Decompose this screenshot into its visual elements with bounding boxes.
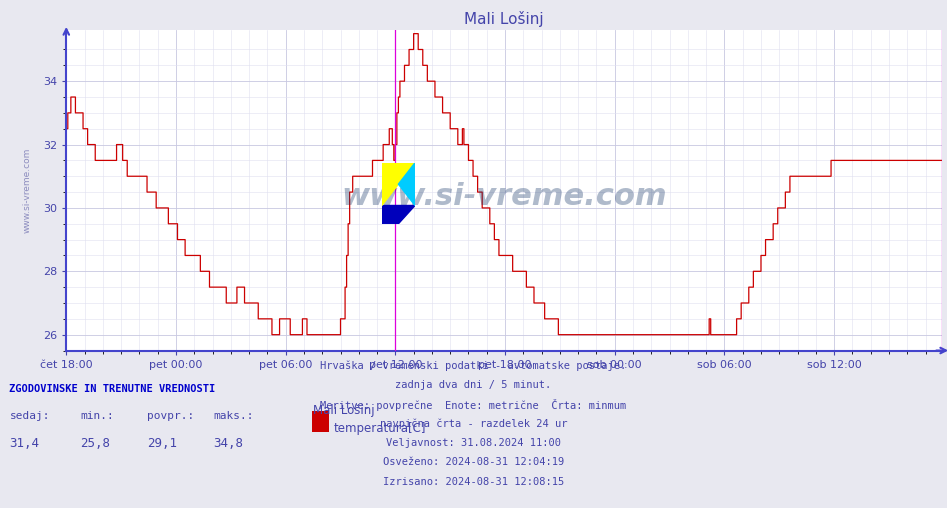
Text: temperatura[C]: temperatura[C] bbox=[333, 422, 426, 435]
Polygon shape bbox=[382, 205, 399, 224]
Title: Mali Lošinj: Mali Lošinj bbox=[464, 11, 545, 26]
Text: Veljavnost: 31.08.2024 11:00: Veljavnost: 31.08.2024 11:00 bbox=[386, 438, 561, 448]
Text: navpična črta - razdelek 24 ur: navpična črta - razdelek 24 ur bbox=[380, 419, 567, 429]
Polygon shape bbox=[382, 163, 415, 205]
Polygon shape bbox=[382, 205, 415, 224]
Polygon shape bbox=[399, 163, 415, 205]
Text: sedaj:: sedaj: bbox=[9, 411, 50, 422]
Text: Meritve: povprečne  Enote: metrične  Črta: minmum: Meritve: povprečne Enote: metrične Črta:… bbox=[320, 399, 627, 411]
Text: ZGODOVINSKE IN TRENUTNE VREDNOSTI: ZGODOVINSKE IN TRENUTNE VREDNOSTI bbox=[9, 384, 216, 394]
Text: www.si-vreme.com: www.si-vreme.com bbox=[23, 148, 31, 233]
Text: Izrisano: 2024-08-31 12:08:15: Izrisano: 2024-08-31 12:08:15 bbox=[383, 477, 564, 487]
Text: min.:: min.: bbox=[80, 411, 115, 422]
Text: 25,8: 25,8 bbox=[80, 437, 111, 450]
Text: Osveženo: 2024-08-31 12:04:19: Osveženo: 2024-08-31 12:04:19 bbox=[383, 457, 564, 467]
Text: Mali Lošinj: Mali Lošinj bbox=[313, 404, 374, 417]
Text: povpr.:: povpr.: bbox=[147, 411, 194, 422]
Text: www.si-vreme.com: www.si-vreme.com bbox=[342, 182, 667, 211]
Text: maks.:: maks.: bbox=[213, 411, 254, 422]
Text: 29,1: 29,1 bbox=[147, 437, 177, 450]
Text: 31,4: 31,4 bbox=[9, 437, 40, 450]
Text: zadnja dva dni / 5 minut.: zadnja dva dni / 5 minut. bbox=[396, 380, 551, 390]
Text: 34,8: 34,8 bbox=[213, 437, 243, 450]
Text: Hrvaška / vremenski podatki - avtomatske postaje.: Hrvaška / vremenski podatki - avtomatske… bbox=[320, 361, 627, 371]
